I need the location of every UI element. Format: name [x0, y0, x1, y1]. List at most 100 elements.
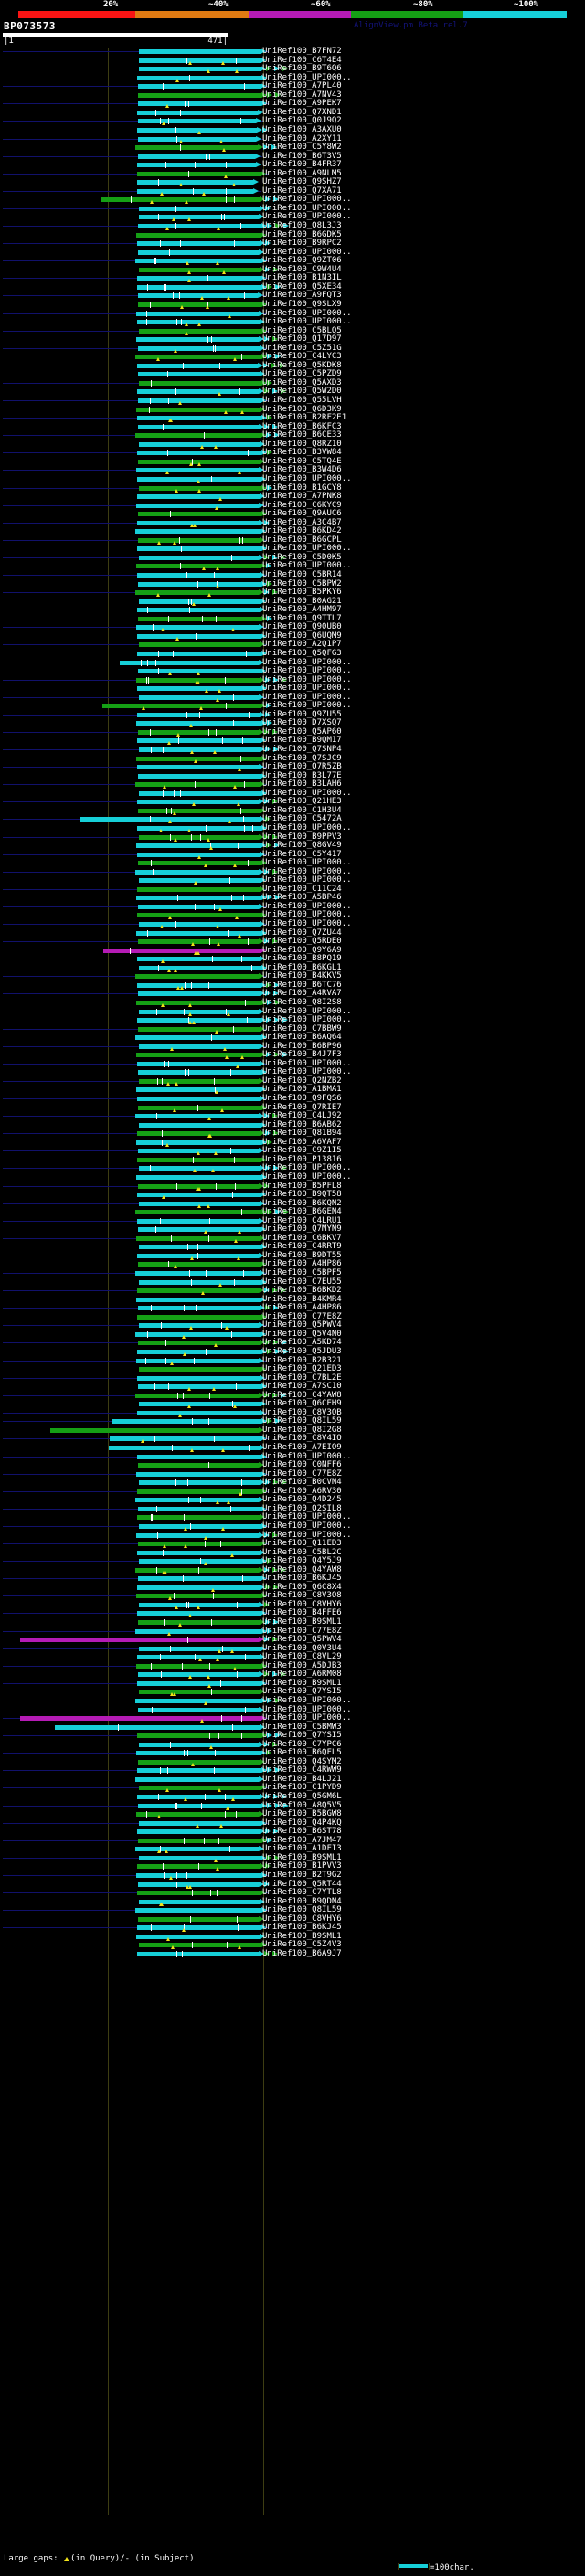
- hsp-bar[interactable]: [136, 337, 259, 343]
- hit-row[interactable]: UniRef100_Q9FQS6: [0, 1094, 585, 1103]
- hsp-bar[interactable]: [139, 58, 261, 63]
- hit-row[interactable]: UniRef100_Q4Y5J9: [0, 1556, 585, 1566]
- hsp-bar[interactable]: [138, 1070, 261, 1076]
- hsp-bar[interactable]: [138, 808, 261, 813]
- hsp-bar[interactable]: [137, 1891, 261, 1896]
- hit-row[interactable]: UniRef100_B9SML1: [0, 1853, 585, 1862]
- hit-row[interactable]: UniRef100_B6GEN4: [0, 1207, 585, 1216]
- hsp-bar[interactable]: [136, 930, 261, 936]
- hsp-bar[interactable]: [138, 372, 260, 377]
- hit-label[interactable]: UniRef100_Q5JDU3: [262, 1346, 342, 1356]
- hit-row[interactable]: UniRef100_C8VHY6: [0, 1914, 585, 1924]
- hit-label[interactable]: UniRef100_C1PYD9: [262, 1783, 342, 1793]
- hsp-bar[interactable]: [138, 459, 260, 464]
- hsp-bar[interactable]: [139, 1122, 261, 1128]
- hit-row[interactable]: UniRef100_B2B321: [0, 1355, 585, 1365]
- hit-label[interactable]: UniRef100_Q81B94: [262, 1129, 342, 1139]
- hit-row[interactable]: UniRef100_B9PPV3: [0, 832, 585, 842]
- hit-label[interactable]: UniRef100_A9FQT3: [262, 291, 342, 301]
- hit-row[interactable]: UniRef100_Q5GM6L: [0, 1792, 585, 1801]
- hsp-bar[interactable]: [139, 1742, 259, 1747]
- hit-label[interactable]: UniRef100_Q21ED3: [262, 1364, 342, 1374]
- hit-row[interactable]: UniRef100_UPI000..: [0, 674, 585, 684]
- hit-row[interactable]: UniRef100_C8V3OB: [0, 1408, 585, 1417]
- hit-label[interactable]: UniRef100_UPI000..: [262, 919, 352, 928]
- hit-label[interactable]: UniRef100_B6CE33: [262, 430, 342, 440]
- hit-label[interactable]: UniRef100_UPI000..: [262, 203, 352, 213]
- hit-label[interactable]: UniRef100_A3C4B7: [262, 517, 342, 527]
- hit-row[interactable]: UniRef100_UPI000..: [0, 1452, 585, 1461]
- hit-label[interactable]: UniRef100_B1PVV3: [262, 1861, 342, 1871]
- hit-row[interactable]: UniRef100_UPI000..: [0, 1172, 585, 1182]
- hit-label[interactable]: UniRef100_UPI000..: [262, 910, 352, 920]
- hit-label[interactable]: UniRef100_B1N3IL: [262, 273, 342, 283]
- hit-row[interactable]: UniRef100_A5BP46: [0, 893, 585, 902]
- hit-label[interactable]: UniRef100_B2B321: [262, 1355, 342, 1365]
- hit-label[interactable]: UniRef100_C7BL2E: [262, 1373, 342, 1383]
- hit-row[interactable]: UniRef100_B6CE33: [0, 430, 585, 440]
- hsp-bar[interactable]: [137, 163, 256, 168]
- hit-label[interactable]: UniRef100_Q6D3K9: [262, 404, 342, 414]
- hit-row[interactable]: UniRef100_UPI000..: [0, 473, 585, 483]
- hit-row[interactable]: UniRef100_UPI000..: [0, 212, 585, 222]
- hsp-bar[interactable]: [139, 1323, 259, 1329]
- hit-label[interactable]: UniRef100_B6T3V5: [262, 151, 342, 161]
- hit-row[interactable]: UniRef100_B9DT55: [0, 1251, 585, 1260]
- hit-row[interactable]: UniRef100_Q2SIL8: [0, 1504, 585, 1513]
- hit-label[interactable]: UniRef100_UPI000..: [262, 866, 352, 876]
- hit-label[interactable]: UniRef100_UPI000..: [262, 308, 352, 318]
- hit-label[interactable]: UniRef100_Q0J9Q2: [262, 116, 342, 126]
- hsp-bar[interactable]: [137, 1925, 261, 1931]
- hit-row[interactable]: UniRef100_A4HP86: [0, 1303, 585, 1312]
- hit-label[interactable]: UniRef100_A7SC10: [262, 1382, 342, 1392]
- hit-row[interactable]: UniRef100_C4YAW8: [0, 1391, 585, 1400]
- hit-label[interactable]: UniRef100_Q9AUC6: [262, 509, 342, 519]
- hit-row[interactable]: UniRef100_UPI000..: [0, 308, 585, 318]
- hit-label[interactable]: UniRef100_Q55LVH: [262, 396, 342, 405]
- hit-row[interactable]: UniRef100_Q17D97: [0, 334, 585, 344]
- hit-label[interactable]: UniRef100_Q0V3U4: [262, 1643, 342, 1653]
- hit-row[interactable]: UniRef100_B3L77E: [0, 771, 585, 780]
- hit-row[interactable]: UniRef100_B6AQ64: [0, 1033, 585, 1042]
- hit-label[interactable]: UniRef100_C5BR14: [262, 570, 342, 579]
- hsp-bar[interactable]: [138, 84, 261, 90]
- hit-row[interactable]: UniRef100_Q5W2D0: [0, 387, 585, 397]
- hit-label[interactable]: UniRef100_B8PQ19: [262, 954, 342, 964]
- hit-label[interactable]: UniRef100_UPI000..: [262, 674, 352, 684]
- hit-row[interactable]: UniRef100_B9QT58: [0, 1190, 585, 1200]
- hsp-bar[interactable]: [109, 1446, 260, 1450]
- hsp-bar[interactable]: [136, 1358, 259, 1363]
- hit-label[interactable]: UniRef100_UPI000..: [262, 473, 352, 483]
- hit-row[interactable]: UniRef100_A3C4B7: [0, 517, 585, 527]
- hit-label[interactable]: UniRef100_Q5AXD3: [262, 377, 342, 387]
- hit-row[interactable]: UniRef100_C77E8Z: [0, 1627, 585, 1636]
- hsp-bar[interactable]: [139, 1690, 260, 1695]
- hit-label[interactable]: UniRef100_Q5XE34: [262, 281, 342, 292]
- hit-row[interactable]: UniRef100_B7FN72: [0, 47, 585, 56]
- hit-label[interactable]: UniRef100_UPI000..: [262, 544, 352, 554]
- hsp-bar[interactable]: [139, 599, 261, 604]
- hit-label[interactable]: UniRef100_Q5PWV4: [262, 1320, 342, 1330]
- hit-row[interactable]: UniRef100_B6TC76: [0, 981, 585, 990]
- hsp-bar[interactable]: [80, 817, 260, 822]
- hit-label[interactable]: UniRef100_Q9TTL7: [262, 613, 342, 623]
- hit-row[interactable]: UniRef100_C8VL29: [0, 1652, 585, 1662]
- hsp-bar[interactable]: [50, 1427, 259, 1433]
- hit-label[interactable]: UniRef100_UPI000..: [262, 247, 352, 257]
- hit-label[interactable]: UniRef100_UPI000..: [262, 561, 352, 571]
- hit-row[interactable]: UniRef100_Q8I2S8: [0, 998, 585, 1007]
- hit-label[interactable]: UniRef100_C5PZD9: [262, 369, 342, 379]
- hsp-bar[interactable]: [136, 1812, 259, 1818]
- hit-row[interactable]: UniRef100_C5BL2C: [0, 1548, 585, 1557]
- hit-label[interactable]: UniRef100_A8Q5V5: [262, 1800, 342, 1810]
- hit-row[interactable]: UniRef100_C5D0K5: [0, 553, 585, 562]
- hsp-bar[interactable]: [138, 581, 261, 587]
- hsp-bar[interactable]: [137, 546, 261, 552]
- hit-label[interactable]: UniRef100_C8V4IO: [262, 1434, 342, 1444]
- hit-label[interactable]: UniRef100_C4LRU1: [262, 1215, 342, 1225]
- hsp-bar[interactable]: [136, 1594, 261, 1599]
- hsp-bar[interactable]: [136, 468, 259, 473]
- hit-row[interactable]: UniRef100_Q4D245: [0, 1495, 585, 1505]
- hit-row[interactable]: UniRef100_UPI000..: [0, 693, 585, 702]
- hit-label[interactable]: UniRef100_Q5AP60: [262, 726, 342, 737]
